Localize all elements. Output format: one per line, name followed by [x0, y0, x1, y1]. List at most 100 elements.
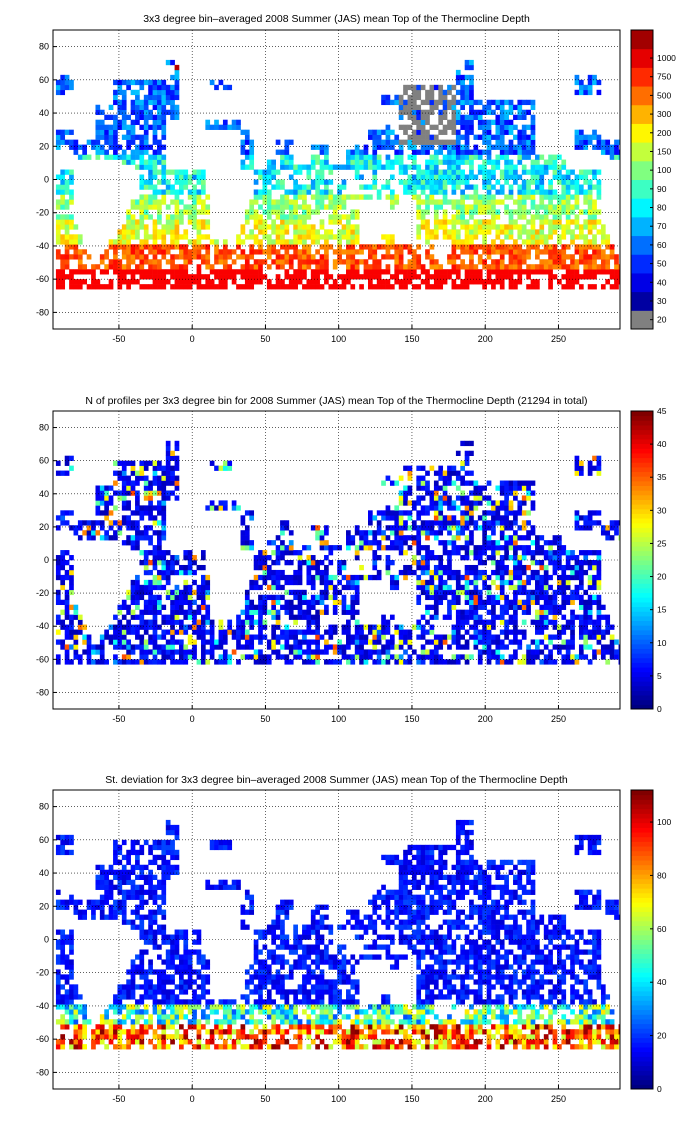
heatmap-cell [148, 194, 153, 200]
heatmap-cell [284, 550, 290, 556]
heatmap-cell [341, 184, 347, 190]
heatmap-cell [165, 440, 171, 447]
heatmap-cell [244, 540, 250, 546]
heatmap-cell [284, 224, 290, 230]
heatmap-cell [574, 564, 580, 571]
heatmap-cell [469, 264, 474, 270]
heatmap-cell [407, 659, 413, 665]
heatmap-cell [570, 169, 575, 175]
heatmap-cell [513, 239, 518, 245]
heatmap-cell [526, 599, 531, 605]
heatmap-cell [315, 204, 320, 210]
heatmap-cell [578, 224, 584, 230]
heatmap-cell [319, 179, 325, 185]
heatmap-cell [113, 114, 118, 120]
heatmap-cell [407, 525, 413, 531]
heatmap-cell [535, 614, 540, 620]
heatmap-cell [135, 574, 140, 581]
heatmap-cell [526, 644, 531, 650]
heatmap-cell [464, 149, 470, 155]
heatmap-cell [574, 269, 580, 275]
heatmap-cell [526, 604, 531, 610]
heatmap-cell [425, 159, 430, 165]
heatmap-cell [587, 244, 593, 250]
heatmap-cell [205, 264, 211, 270]
heatmap-cell [557, 169, 562, 175]
heatmap-cell [126, 234, 131, 240]
heatmap-cell [130, 269, 136, 275]
heatmap-cell [183, 584, 189, 591]
heatmap-cell [495, 164, 501, 170]
heatmap-cell [587, 254, 593, 260]
heatmap-cell [425, 169, 430, 175]
heatmap-cell [157, 144, 162, 150]
heatmap-cell [174, 440, 180, 447]
heatmap-cell [429, 490, 435, 496]
heatmap-cell [517, 279, 523, 285]
heatmap-cell [411, 269, 417, 275]
heatmap-cell [455, 234, 461, 240]
heatmap-cell [161, 555, 167, 561]
heatmap-cell [530, 264, 536, 270]
heatmap-cell [284, 634, 290, 640]
heatmap-cell [557, 550, 562, 556]
heatmap-cell [442, 214, 448, 220]
heatmap-cell [530, 500, 536, 506]
heatmap-cell [170, 239, 175, 245]
heatmap-cell [469, 104, 474, 111]
heatmap-cell [266, 644, 272, 650]
heatmap-cell [425, 219, 430, 225]
heatmap-cell [592, 74, 597, 81]
heatmap-cell [411, 569, 417, 576]
heatmap-cell [381, 530, 386, 536]
heatmap-cell [385, 639, 391, 645]
heatmap-cell [170, 234, 175, 240]
heatmap-cell [310, 629, 316, 635]
heatmap-cell [288, 550, 294, 556]
heatmap-cell [565, 579, 571, 586]
heatmap-cell [157, 94, 162, 101]
heatmap-cell [539, 204, 545, 210]
heatmap-cell [442, 274, 448, 280]
heatmap-cell [394, 654, 400, 660]
heatmap-cell [504, 515, 509, 521]
heatmap-cell [570, 259, 575, 265]
heatmap-cell [346, 234, 351, 240]
heatmap-cell [385, 194, 391, 200]
heatmap-cell [407, 94, 413, 101]
heatmap-cell [121, 99, 127, 106]
heatmap-cell [425, 199, 430, 205]
heatmap-cell [319, 199, 325, 205]
heatmap-cell [315, 209, 320, 215]
heatmap-cell [95, 490, 101, 496]
heatmap-cell [618, 154, 620, 160]
heatmap-cell [64, 84, 70, 91]
heatmap-cell [275, 184, 281, 190]
heatmap-cell [495, 179, 501, 185]
heatmap-cell [425, 470, 430, 476]
heatmap-cell [297, 239, 303, 245]
heatmap-cell [284, 629, 290, 635]
heatmap-cell [385, 475, 391, 481]
heatmap-cell [266, 214, 272, 220]
heatmap-cell [244, 604, 250, 610]
heatmap-cell [253, 249, 259, 255]
heatmap-cell [451, 244, 457, 250]
heatmap-cell [381, 164, 386, 170]
heatmap-cell [526, 134, 531, 140]
heatmap-cell [574, 264, 580, 270]
heatmap-cell [539, 219, 545, 225]
heatmap-cell [244, 535, 250, 541]
heatmap-cell [200, 199, 206, 205]
heatmap-cell [513, 599, 518, 605]
heatmap-cell [407, 134, 413, 140]
heatmap-cell [491, 159, 496, 165]
heatmap-cell [337, 644, 342, 650]
heatmap-cell [126, 219, 131, 225]
heatmap-cell [161, 114, 167, 120]
heatmap-cell [354, 545, 360, 551]
heatmap-cell [95, 139, 101, 145]
heatmap-cell [130, 159, 136, 165]
heatmap-cell [469, 124, 474, 130]
heatmap-cell [420, 634, 426, 640]
